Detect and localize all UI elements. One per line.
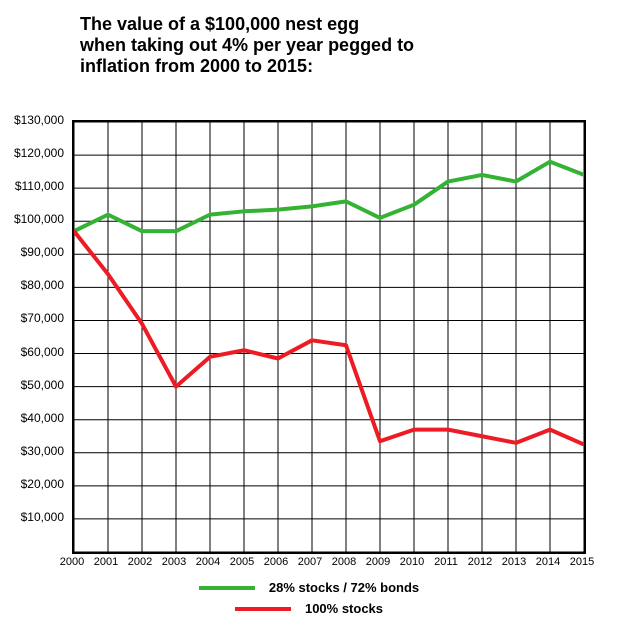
y-tick-label: $110,000 [0,179,64,193]
x-tick-label: 2013 [497,556,531,568]
legend-label: 100% stocks [305,601,383,616]
y-tick-label: $60,000 [0,345,64,359]
series-all_stocks [74,231,584,444]
x-tick-label: 2008 [327,556,361,568]
x-tick-label: 2003 [157,556,191,568]
y-tick-label: $100,000 [0,212,64,226]
chart-legend: 28% stocks / 72% bonds 100% stocks [0,580,618,616]
chart-title: The value of a $100,000 nest egg when ta… [80,14,414,77]
y-tick-label: $130,000 [0,113,64,127]
x-tick-label: 2012 [463,556,497,568]
x-tick-label: 2000 [55,556,89,568]
y-tick-label: $70,000 [0,311,64,325]
y-tick-label: $10,000 [0,510,64,524]
legend-item-balanced: 28% stocks / 72% bonds [199,580,419,595]
legend-swatch [199,586,255,590]
nest-egg-chart: The value of a $100,000 nest egg when ta… [0,0,618,639]
chart-plot-area [72,120,586,554]
y-tick-label: $30,000 [0,444,64,458]
y-tick-label: $80,000 [0,278,64,292]
y-tick-label: $120,000 [0,146,64,160]
x-tick-label: 2009 [361,556,395,568]
x-tick-label: 2010 [395,556,429,568]
x-tick-label: 2014 [531,556,565,568]
y-tick-label: $90,000 [0,245,64,259]
legend-swatch [235,607,291,611]
x-tick-label: 2007 [293,556,327,568]
legend-label: 28% stocks / 72% bonds [269,580,419,595]
x-tick-label: 2011 [429,556,463,568]
y-tick-label: $50,000 [0,378,64,392]
x-tick-label: 2015 [565,556,599,568]
legend-item-all_stocks: 100% stocks [235,601,383,616]
x-tick-label: 2004 [191,556,225,568]
x-tick-label: 2002 [123,556,157,568]
x-tick-label: 2001 [89,556,123,568]
y-tick-label: $20,000 [0,477,64,491]
x-tick-label: 2005 [225,556,259,568]
y-tick-label: $40,000 [0,411,64,425]
x-tick-label: 2006 [259,556,293,568]
